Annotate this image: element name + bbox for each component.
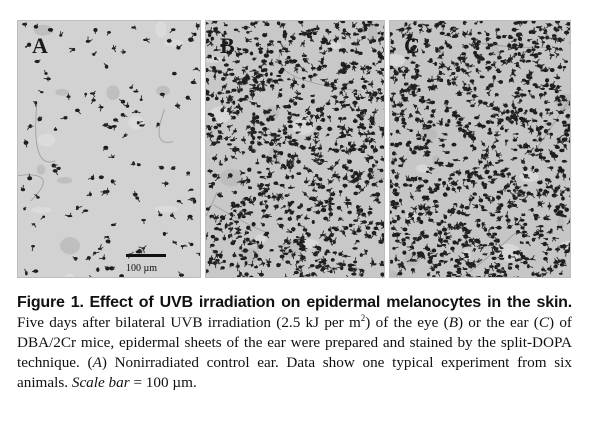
caption-text: = 100 µm.: [129, 374, 197, 391]
caption-italic: Scale bar: [71, 374, 130, 391]
caption-text: ) Nonirradiated control ear. Data show o…: [17, 354, 572, 391]
scale-bar: [126, 254, 166, 257]
caption-italic: A: [92, 354, 102, 371]
caption-italic: B: [448, 314, 458, 331]
panel-b-label: B: [220, 33, 235, 58]
caption-text: ) of DBA/2Cr mice, epidermal sheets of t…: [17, 314, 572, 371]
panel-b-micrograph: B: [205, 20, 385, 278]
panel-a-image: [18, 21, 200, 277]
scale-bar-label: 100 µm: [126, 263, 158, 274]
panel-c-micrograph: C: [389, 20, 571, 278]
caption-italic: C: [538, 314, 550, 331]
figure-label: Figure 1.: [17, 294, 84, 311]
panel-a-micrograph: A 100 µm: [17, 20, 201, 278]
caption-text: ) of the eye (: [365, 314, 449, 331]
caption-superscript: 2: [360, 312, 366, 323]
panel-a-label: A: [32, 33, 48, 58]
figure-caption: Figure 1. Effect of UVB irradiation on e…: [17, 293, 572, 393]
caption-text: ) or the ear (: [457, 314, 539, 331]
panel-b-image: [206, 21, 384, 277]
figure-panels: A 100 µm B C: [17, 20, 571, 278]
panel-c-label: C: [404, 33, 420, 58]
panel-c-image: [390, 21, 570, 277]
caption-text: Five days after bilateral UVB irradiatio…: [17, 314, 361, 331]
figure-title: Effect of UVB irradiation on epidermal m…: [89, 294, 573, 311]
